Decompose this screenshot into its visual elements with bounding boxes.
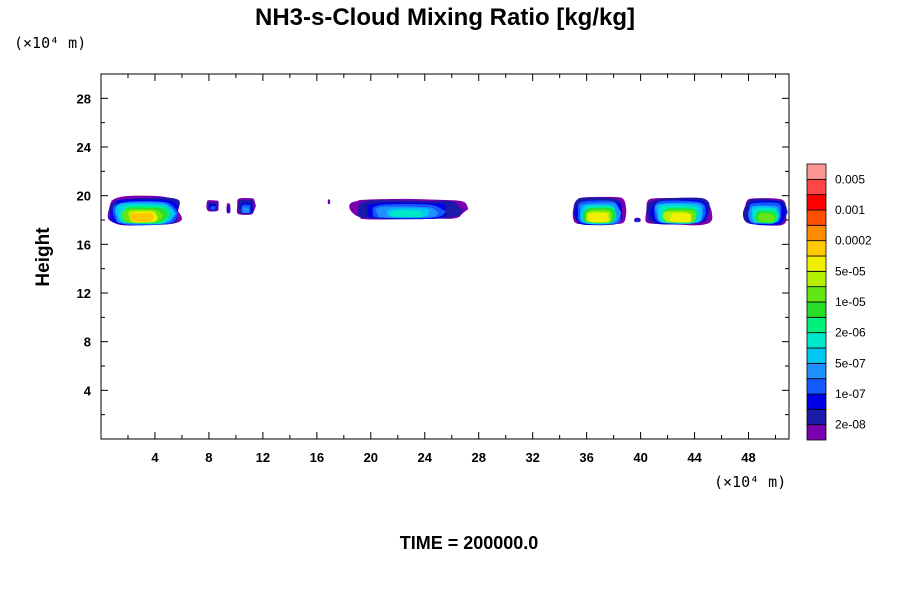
cloud-field xyxy=(107,195,788,226)
x-tick-label: 12 xyxy=(256,450,270,465)
colorbar-swatch xyxy=(806,163,827,180)
x-tick-label: 44 xyxy=(687,450,702,465)
colorbar-swatch xyxy=(806,286,827,303)
cloud-patch xyxy=(226,203,231,214)
colorbar-swatch xyxy=(806,209,827,226)
x-tick-label: 40 xyxy=(633,450,647,465)
colorbar-swatch xyxy=(806,362,827,380)
time-label: TIME = 200000.0 xyxy=(400,533,539,553)
y-tick-label: 20 xyxy=(77,189,91,204)
x-tick-label: 24 xyxy=(418,450,433,465)
cloud-contour xyxy=(129,212,155,222)
colorbar-swatch xyxy=(806,424,827,441)
chart-title: NH3-s-Cloud Mixing Ratio [kg/kg] xyxy=(255,4,635,31)
cloud-contour xyxy=(588,212,609,223)
cloud-patch xyxy=(107,195,182,226)
cloud-patch xyxy=(742,198,788,226)
colorbar-label: 5e-05 xyxy=(835,264,866,278)
y-tick-label: 4 xyxy=(84,383,92,398)
cloud-contour xyxy=(242,207,249,213)
cloud-contour xyxy=(227,209,229,213)
cloud-contour xyxy=(758,213,776,223)
colorbar-swatch xyxy=(806,270,827,288)
x-unit-label: (×10⁴ m) xyxy=(714,473,786,491)
cloud-patch xyxy=(236,197,256,215)
y-tick-label: 8 xyxy=(84,335,91,350)
x-tick-label: 16 xyxy=(310,450,324,465)
y-tick-label: 28 xyxy=(77,91,91,106)
colorbar-swatch xyxy=(806,332,827,349)
colorbar-swatch xyxy=(806,255,827,272)
colorbar-swatch xyxy=(806,240,827,257)
colorbar-swatch xyxy=(806,347,827,364)
y-tick-labels: 4 8 12 16 20 24 28 xyxy=(77,91,92,398)
colorbar-swatch xyxy=(806,378,827,395)
cloud-contour xyxy=(636,220,639,222)
colorbar-label: 2e-08 xyxy=(835,418,866,432)
y-tick-label: 24 xyxy=(77,140,92,155)
colorbar-swatch xyxy=(806,224,827,242)
cloud-patch xyxy=(327,199,331,205)
colorbar-label: 1e-07 xyxy=(835,387,866,401)
colorbar-swatch xyxy=(806,408,827,426)
cloud-patch xyxy=(572,196,627,226)
x-tick-label: 4 xyxy=(151,450,159,465)
cloud-patch xyxy=(645,197,713,226)
cloud-patch xyxy=(206,200,219,212)
x-tick-label: 36 xyxy=(579,450,593,465)
y-tick-label: 16 xyxy=(77,237,91,252)
colorbar-label: 0.001 xyxy=(835,203,865,217)
x-tick-label: 32 xyxy=(525,450,539,465)
colorbar-label: 1e-05 xyxy=(835,295,866,309)
x-tick-labels: 4 8 12 16 20 24 28 32 36 40 44 48 xyxy=(151,450,755,465)
x-tick-label: 20 xyxy=(364,450,378,465)
x-tick-label: 8 xyxy=(205,450,212,465)
colorbar-label: 0.005 xyxy=(835,172,865,186)
cloud-contour xyxy=(210,206,216,210)
cloud-contour xyxy=(327,199,331,205)
colorbar-swatch xyxy=(806,316,827,334)
cloud-contour xyxy=(328,202,330,204)
cloud-contour xyxy=(390,210,424,218)
cloud-patch xyxy=(349,198,469,220)
colorbar-label: 5e-07 xyxy=(835,356,866,370)
y-axis-label: Height xyxy=(33,227,54,287)
x-tick-label: 48 xyxy=(741,450,755,465)
x-tick-label: 28 xyxy=(471,450,485,465)
colorbar-swatch xyxy=(806,393,827,410)
y-tick-label: 12 xyxy=(77,286,91,301)
colorbar-labels: 2e-08 1e-07 5e-07 2e-06 1e-05 5e-05 0.0002 0.00… xyxy=(835,172,872,431)
colorbar xyxy=(806,163,827,441)
colorbar-swatch xyxy=(806,178,827,196)
colorbar-label: 2e-06 xyxy=(835,326,866,340)
colorbar-swatch xyxy=(806,301,827,318)
y-unit-label: (×10⁴ m) xyxy=(14,34,86,52)
colorbar-label: 0.0002 xyxy=(835,234,872,248)
plot-frame xyxy=(100,73,790,440)
colorbar-swatch xyxy=(806,194,827,211)
cloud-contour xyxy=(670,212,692,223)
cloud-patch xyxy=(634,217,641,223)
axis-ticks xyxy=(101,74,789,439)
